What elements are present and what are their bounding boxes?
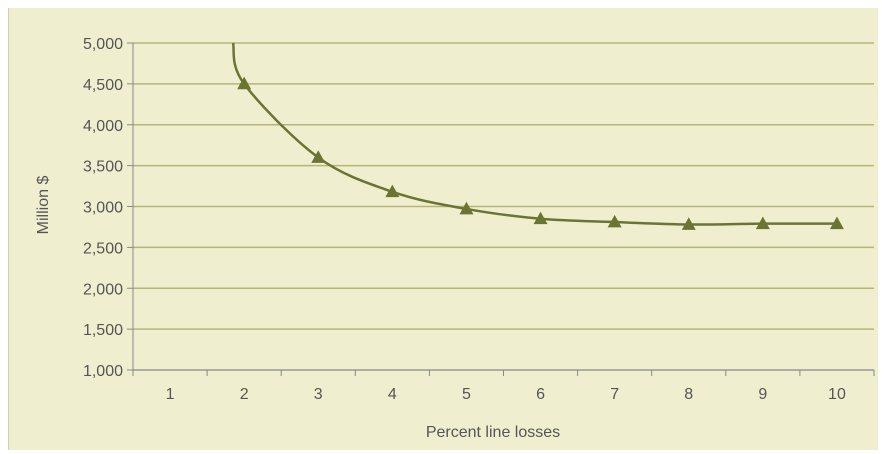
y-tick-label: 2,500 bbox=[83, 240, 123, 257]
data-point-marker bbox=[607, 214, 622, 228]
x-tick-label: 4 bbox=[388, 386, 397, 403]
x-tick-label: 6 bbox=[536, 386, 545, 403]
grid-lines bbox=[133, 42, 874, 330]
y-tick-label: 3,500 bbox=[83, 159, 123, 176]
y-tick-label: 2,000 bbox=[83, 281, 123, 298]
y-tick-label: 3,000 bbox=[83, 200, 123, 217]
data-point-marker bbox=[237, 76, 252, 90]
data-point-marker bbox=[755, 216, 770, 230]
y-tick-label: 4,000 bbox=[83, 118, 123, 135]
chart-frame bbox=[8, 8, 878, 450]
tick-labels: 5,000 4,500 4,000 3,500 3,000 2,500 2,000 1,500… bbox=[83, 36, 846, 403]
data-point-marker bbox=[385, 184, 400, 198]
data-point-marker bbox=[829, 216, 844, 230]
x-tick-label: 2 bbox=[240, 386, 249, 403]
x-tick-label: 8 bbox=[684, 386, 693, 403]
y-tick-label: 1,500 bbox=[83, 322, 123, 339]
data-point-marker bbox=[459, 201, 474, 215]
x-tick-label: 5 bbox=[462, 386, 471, 403]
x-tick-label: 9 bbox=[758, 386, 767, 403]
y-tick-label: 4,500 bbox=[83, 77, 123, 94]
y-axis-title: Million $ bbox=[35, 176, 52, 235]
data-point-marker bbox=[311, 150, 326, 163]
x-tick-label: 7 bbox=[610, 386, 619, 403]
x-axis-title: Percent line losses bbox=[426, 424, 560, 441]
axes bbox=[127, 42, 875, 376]
y-tick-label: 5,000 bbox=[83, 36, 123, 53]
data-point-marker bbox=[533, 211, 548, 225]
x-tick-label: 10 bbox=[828, 386, 846, 403]
x-tick-label: 1 bbox=[166, 386, 175, 403]
y-tick-label: 1,000 bbox=[83, 363, 123, 380]
series-line bbox=[231, 42, 837, 226]
x-tick-label: 3 bbox=[314, 386, 323, 403]
data-point-marker bbox=[681, 217, 696, 230]
data-series bbox=[231, 42, 844, 230]
